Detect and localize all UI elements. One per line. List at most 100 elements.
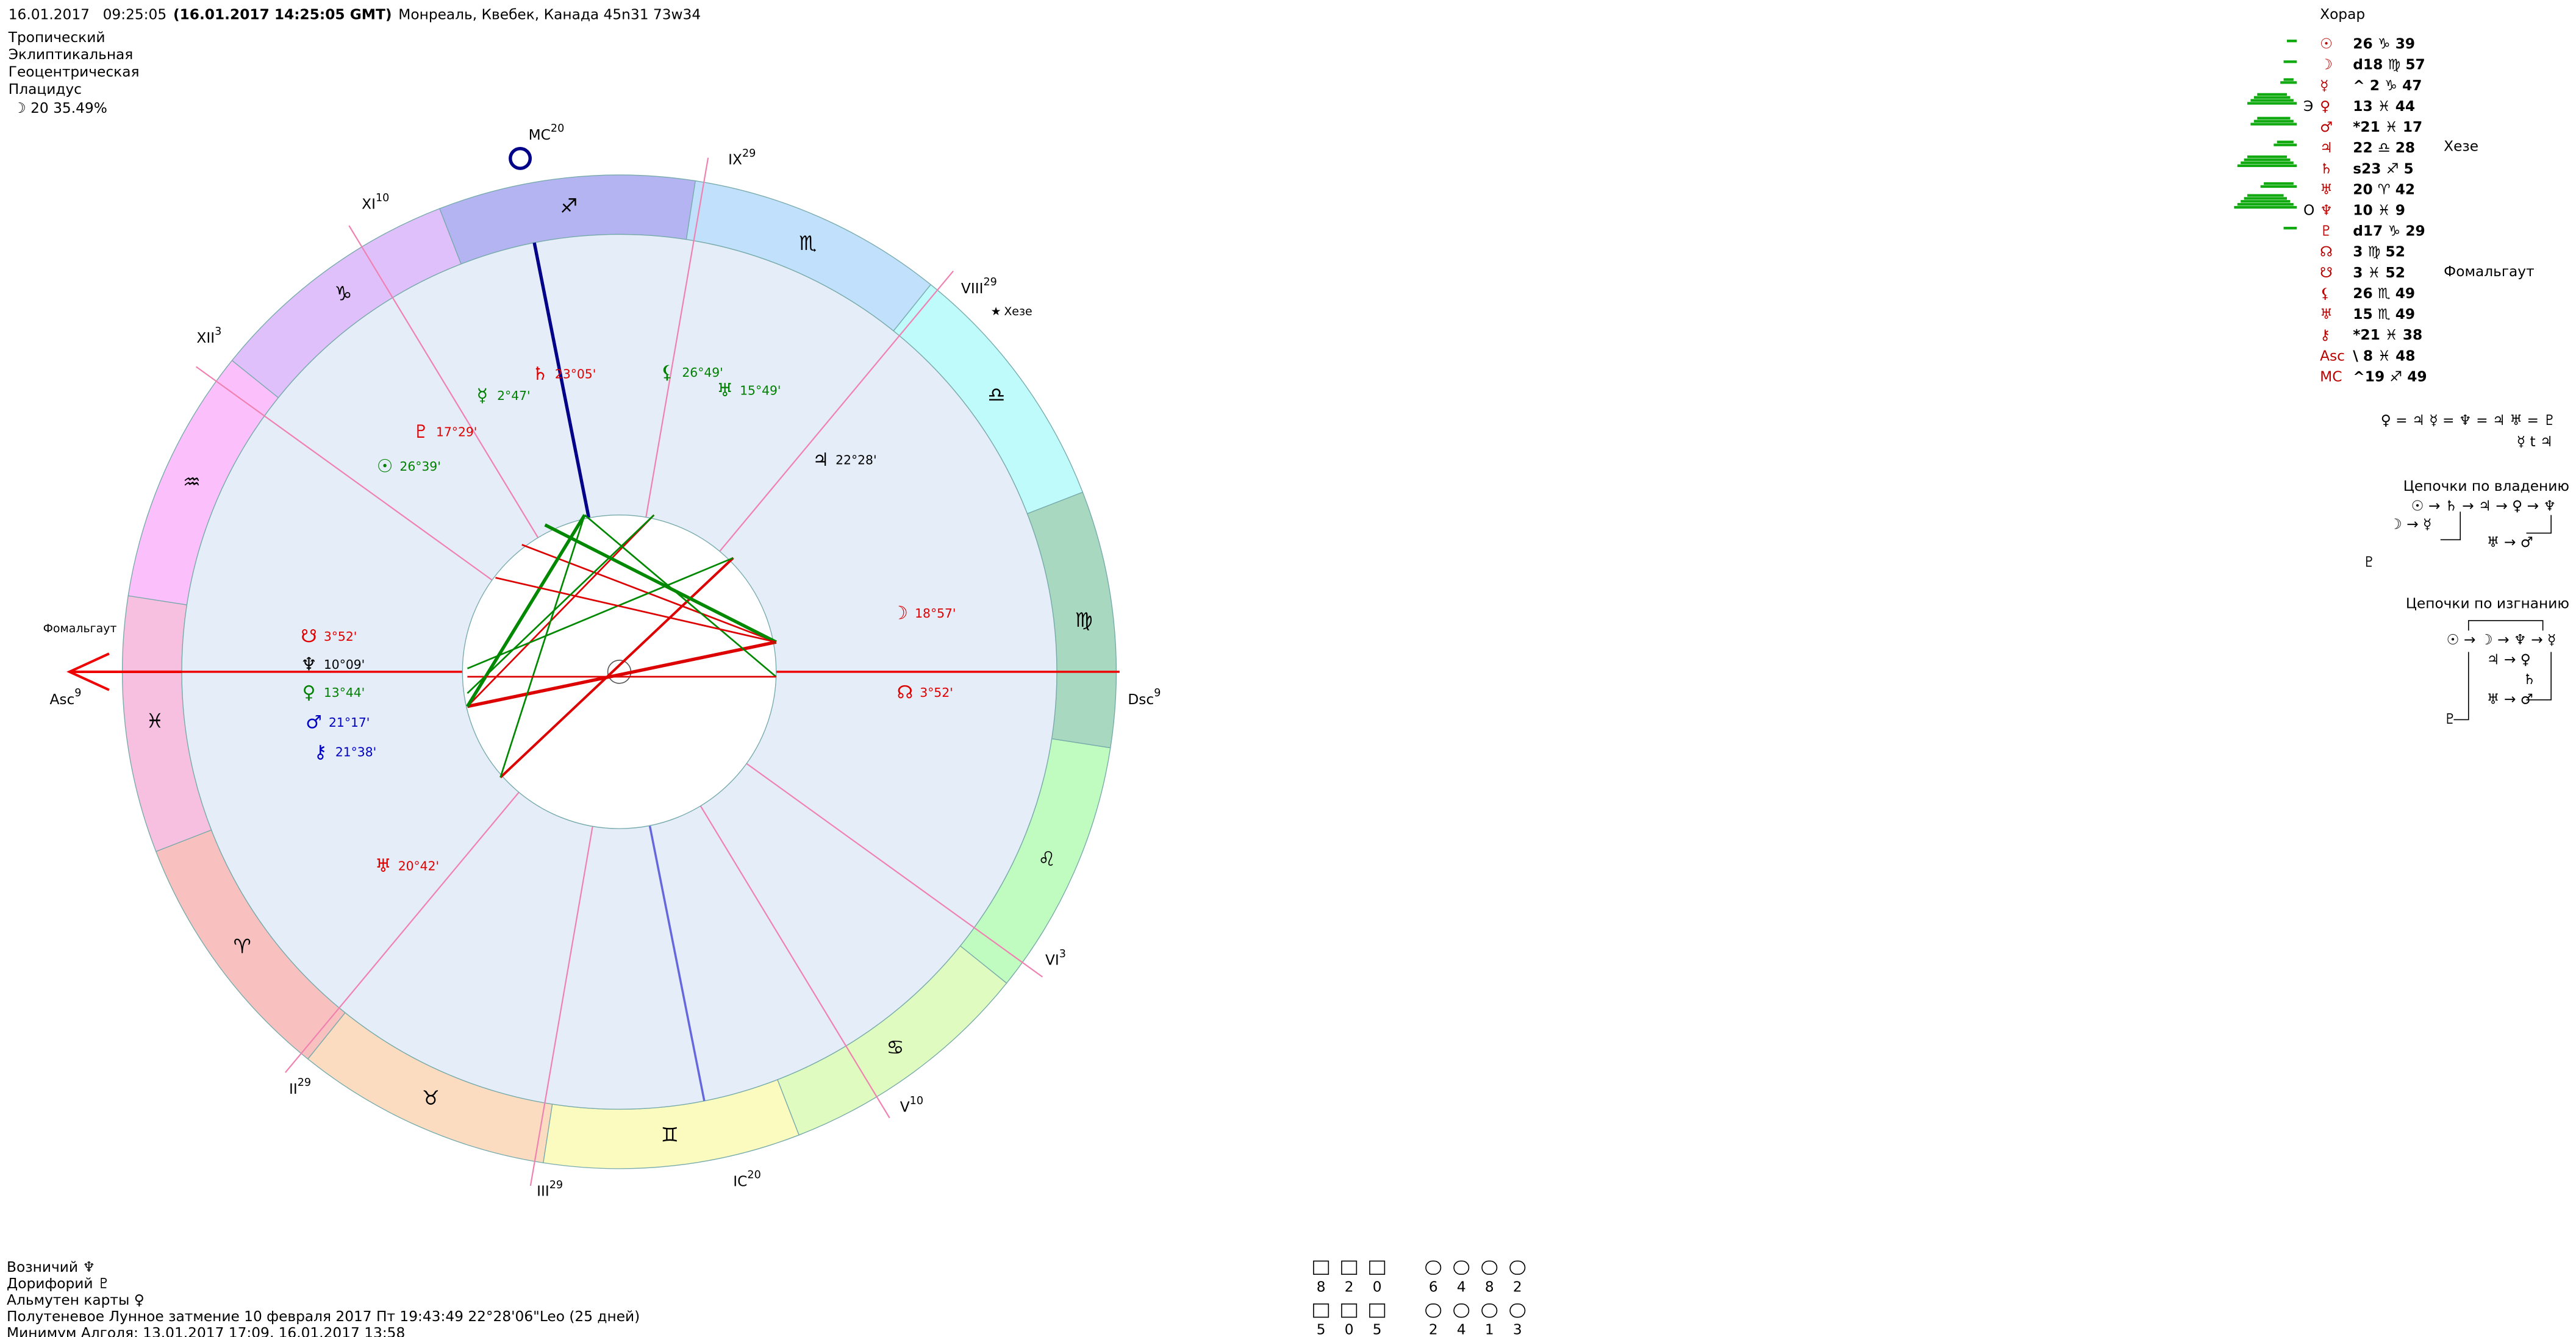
planet-glyph: ♇ (413, 421, 429, 443)
setting: Геоцентрическая (9, 64, 140, 80)
stat-icon (1369, 1260, 1386, 1275)
horar-value: ^19 ♐ 49 (2353, 368, 2427, 385)
stat-value: 1 (1485, 1322, 1494, 1337)
chain-title: Цепочки по владению (2403, 478, 2569, 494)
stat-value: 8 (1485, 1278, 1494, 1295)
horar-value: *21 ♓ 38 (2353, 327, 2422, 343)
house-name: IX (728, 151, 742, 168)
house-label: Asc9 (49, 687, 81, 707)
house-name: IC (733, 1173, 747, 1189)
house-name: VIII (961, 280, 984, 296)
house-name: VI (1045, 952, 1059, 968)
sign-glyph: ♓ (146, 710, 163, 733)
stat-icon (1481, 1303, 1498, 1318)
cusp-line (195, 366, 493, 581)
house-degree: 9 (74, 687, 81, 699)
house-degree: 29 (983, 276, 996, 288)
cusp-line (719, 270, 954, 552)
footer-line: Возничий ♆ (7, 1259, 95, 1275)
chain-line: ♃ → ♀ (2487, 651, 2531, 668)
horar-mark: O (2303, 202, 2314, 219)
stat-value: 4 (1457, 1278, 1466, 1295)
cusp-line (699, 805, 890, 1119)
house-label: IX29 (728, 148, 756, 168)
relation: ♀ = ♃ ☿ = ♆ = ♃ ♅ = ♇ (2381, 412, 2556, 429)
planet-glyph: ☽ (892, 603, 908, 624)
stat-value: 5 (1317, 1322, 1326, 1337)
sign-glyph: ♍ (1075, 608, 1093, 632)
horar-glyph: ♇ (2320, 223, 2333, 240)
planet-position: 2°47' (497, 388, 530, 403)
sign-glyph: ♌ (1038, 847, 1056, 871)
house-degree: 29 (298, 1077, 311, 1089)
sign-glyph: ♈ (234, 935, 251, 958)
horar-glyph: ♂ (2320, 119, 2333, 135)
chain-line: ☉ → ☽ → ♆ → ☿ (2447, 632, 2556, 648)
stat-value: 2 (1513, 1278, 1522, 1295)
planet-position: 21°17' (329, 715, 370, 730)
planet-position: 20°42' (398, 858, 439, 873)
horar-note: Фомальгаут (2444, 263, 2534, 280)
sign-glyph: ♎ (987, 383, 1005, 406)
planet-position: 26°39' (399, 459, 440, 474)
horar-value: ^ 2 ♑ 47 (2353, 77, 2422, 94)
horar-glyph: ☋ (2320, 265, 2333, 281)
planet-glyph: ☋ (301, 626, 317, 647)
cusp-line (348, 225, 539, 538)
footer-line: Минимум Алголя: 13.01.2017 17:09, 16.01.… (7, 1325, 405, 1337)
house-label: VI3 (1045, 948, 1066, 968)
footer-line: Дорифорий ♇ (7, 1275, 110, 1292)
house-degree: 3 (215, 326, 221, 338)
strength-bar (2234, 205, 2297, 209)
strength-bar (2253, 119, 2294, 123)
house-degree: 29 (742, 148, 756, 160)
horar-value: 20 ♈ 42 (2353, 181, 2415, 198)
planet-glyph: ⚷ (314, 741, 327, 763)
house-degree: 10 (910, 1095, 923, 1107)
planet-position: 15°49' (740, 383, 781, 398)
stat-icon (1425, 1303, 1442, 1318)
stat-value: 6 (1429, 1278, 1438, 1295)
chain-line: ♇ (2363, 554, 2376, 571)
mc-marker (509, 146, 532, 170)
planet-glyph: ♃ (812, 449, 829, 471)
stat-icon (1341, 1303, 1358, 1318)
planet-glyph: ⚸ (660, 362, 674, 383)
strength-bar (2283, 60, 2297, 63)
house-name: XI (362, 196, 376, 212)
strength-bar (2244, 197, 2287, 200)
house-label: XII3 (196, 326, 221, 346)
strength-bar (2283, 226, 2297, 230)
strength-bar (2250, 99, 2294, 102)
house-label: MC20 (529, 123, 565, 143)
cusp-line (746, 763, 1043, 978)
strength-bar (2274, 143, 2297, 146)
stat-value: 5 (1373, 1322, 1382, 1337)
house-name: Dsc (1128, 691, 1154, 707)
horar-value: s23 ♐ 5 (2353, 160, 2413, 177)
horar-value: 22 ♎ 28 (2353, 140, 2415, 156)
house-degree: 9 (1154, 687, 1161, 699)
house-label: IC20 (733, 1169, 760, 1189)
relation: ☿ t ♃ (2517, 433, 2553, 450)
chain-connectors (2440, 512, 2552, 721)
planet-position: 3°52' (920, 685, 953, 700)
house-label: II29 (289, 1077, 311, 1097)
axis-line (532, 242, 591, 519)
chain-line: ♅ → ♂ (2487, 691, 2533, 707)
horar-mark: Э (2303, 98, 2313, 115)
planet-position: 13°44' (324, 685, 365, 700)
stat-icon (1425, 1260, 1442, 1275)
house-degree: 29 (549, 1179, 563, 1191)
sign-glyph: ♉ (422, 1086, 440, 1110)
horar-glyph: ⚸ (2320, 285, 2330, 302)
stat-icon (1509, 1303, 1526, 1318)
horar-glyph: ♃ (2320, 140, 2333, 156)
horar-value: 15 ♏ 49 (2353, 306, 2415, 323)
house-name: II (289, 1080, 298, 1097)
chain-line: ☉ → ♄ → ♃ → ♀ → ♆ (2411, 498, 2556, 515)
strength-bar (2257, 116, 2291, 120)
horar-glyph: MC (2320, 368, 2342, 385)
horar-value: \ 8 ♓ 48 (2353, 348, 2415, 364)
